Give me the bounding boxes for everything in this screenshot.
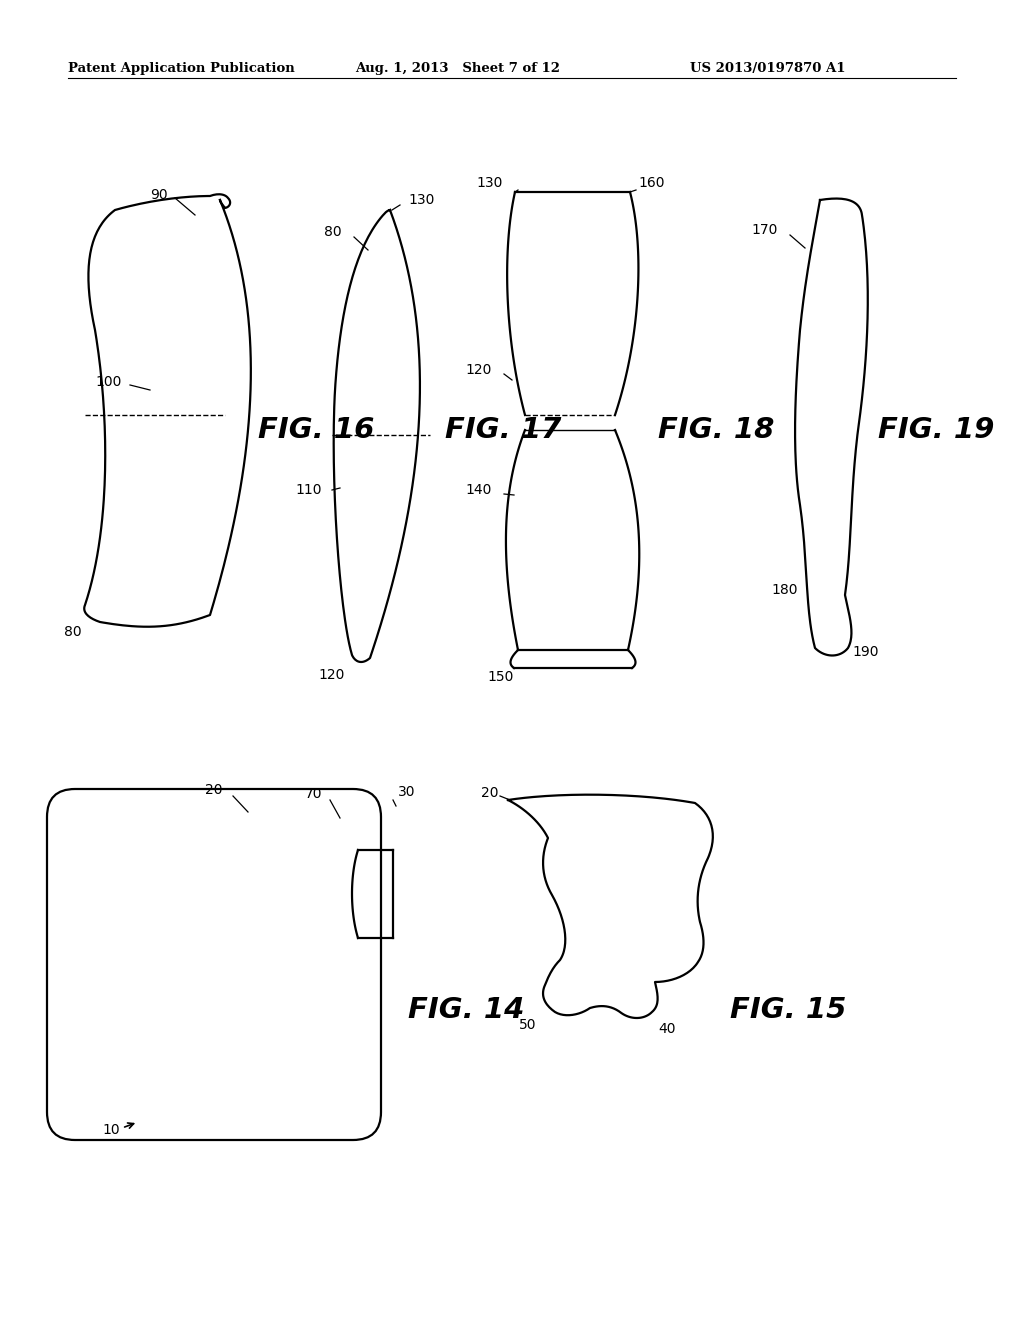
Text: 30: 30 [398, 785, 416, 799]
Text: 130: 130 [476, 176, 503, 190]
Text: 80: 80 [325, 224, 342, 239]
Text: 20: 20 [480, 785, 498, 800]
Text: US 2013/0197870 A1: US 2013/0197870 A1 [690, 62, 846, 75]
Text: FIG. 17: FIG. 17 [445, 416, 561, 444]
Text: Aug. 1, 2013   Sheet 7 of 12: Aug. 1, 2013 Sheet 7 of 12 [355, 62, 560, 75]
Text: 140: 140 [466, 483, 492, 498]
Text: FIG. 15: FIG. 15 [730, 997, 847, 1024]
Text: 10: 10 [102, 1123, 120, 1137]
Text: 160: 160 [638, 176, 665, 190]
Text: FIG. 19: FIG. 19 [878, 416, 994, 444]
Text: FIG. 18: FIG. 18 [658, 416, 774, 444]
Text: 100: 100 [95, 375, 122, 389]
Text: Patent Application Publication: Patent Application Publication [68, 62, 295, 75]
Text: 170: 170 [752, 223, 778, 238]
Text: 90: 90 [151, 187, 168, 202]
Text: 120: 120 [318, 668, 345, 682]
Text: 180: 180 [771, 583, 798, 597]
Text: 120: 120 [466, 363, 492, 378]
Text: 20: 20 [205, 783, 222, 797]
Text: 190: 190 [852, 645, 879, 659]
Text: FIG. 14: FIG. 14 [408, 997, 524, 1024]
Text: 110: 110 [296, 483, 322, 498]
Text: 150: 150 [487, 671, 514, 684]
Text: FIG. 16: FIG. 16 [258, 416, 375, 444]
Text: 130: 130 [408, 193, 434, 207]
Text: 40: 40 [658, 1022, 676, 1036]
Text: 80: 80 [65, 624, 82, 639]
Text: 70: 70 [304, 787, 322, 801]
Text: 50: 50 [518, 1018, 536, 1032]
